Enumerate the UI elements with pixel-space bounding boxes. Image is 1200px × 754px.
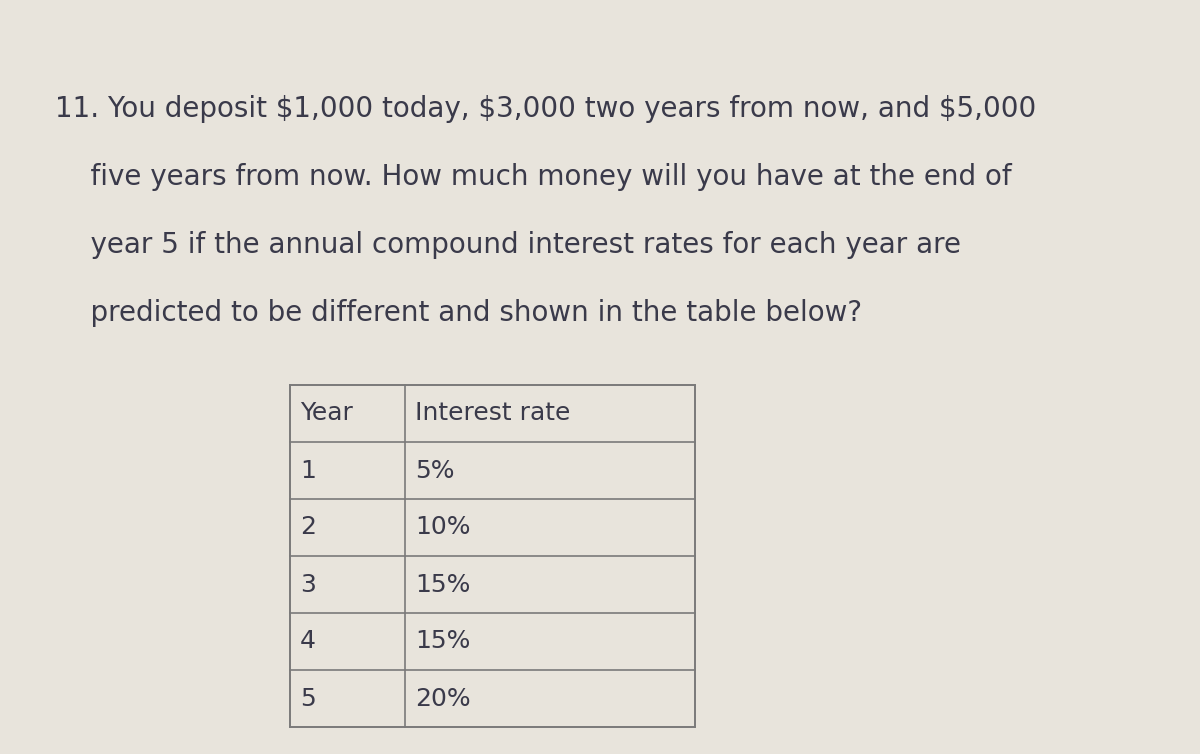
Text: 15%: 15% xyxy=(415,630,470,654)
Text: 2: 2 xyxy=(300,516,316,540)
Text: 10%: 10% xyxy=(415,516,470,540)
Text: 11. You deposit $1,000 today, $3,000 two years from now, and $5,000: 11. You deposit $1,000 today, $3,000 two… xyxy=(55,95,1037,123)
Text: 1: 1 xyxy=(300,458,316,483)
Text: five years from now. How much money will you have at the end of: five years from now. How much money will… xyxy=(55,163,1012,191)
Text: 15%: 15% xyxy=(415,572,470,596)
Text: 3: 3 xyxy=(300,572,316,596)
Bar xyxy=(290,385,695,727)
Text: year 5 if the annual compound interest rates for each year are: year 5 if the annual compound interest r… xyxy=(55,231,961,259)
Text: 5%: 5% xyxy=(415,458,455,483)
Text: 4: 4 xyxy=(300,630,316,654)
Text: Interest rate: Interest rate xyxy=(415,401,570,425)
Text: 5: 5 xyxy=(300,686,316,710)
Text: 20%: 20% xyxy=(415,686,470,710)
Text: predicted to be different and shown in the table below?: predicted to be different and shown in t… xyxy=(55,299,862,327)
Text: Year: Year xyxy=(300,401,353,425)
